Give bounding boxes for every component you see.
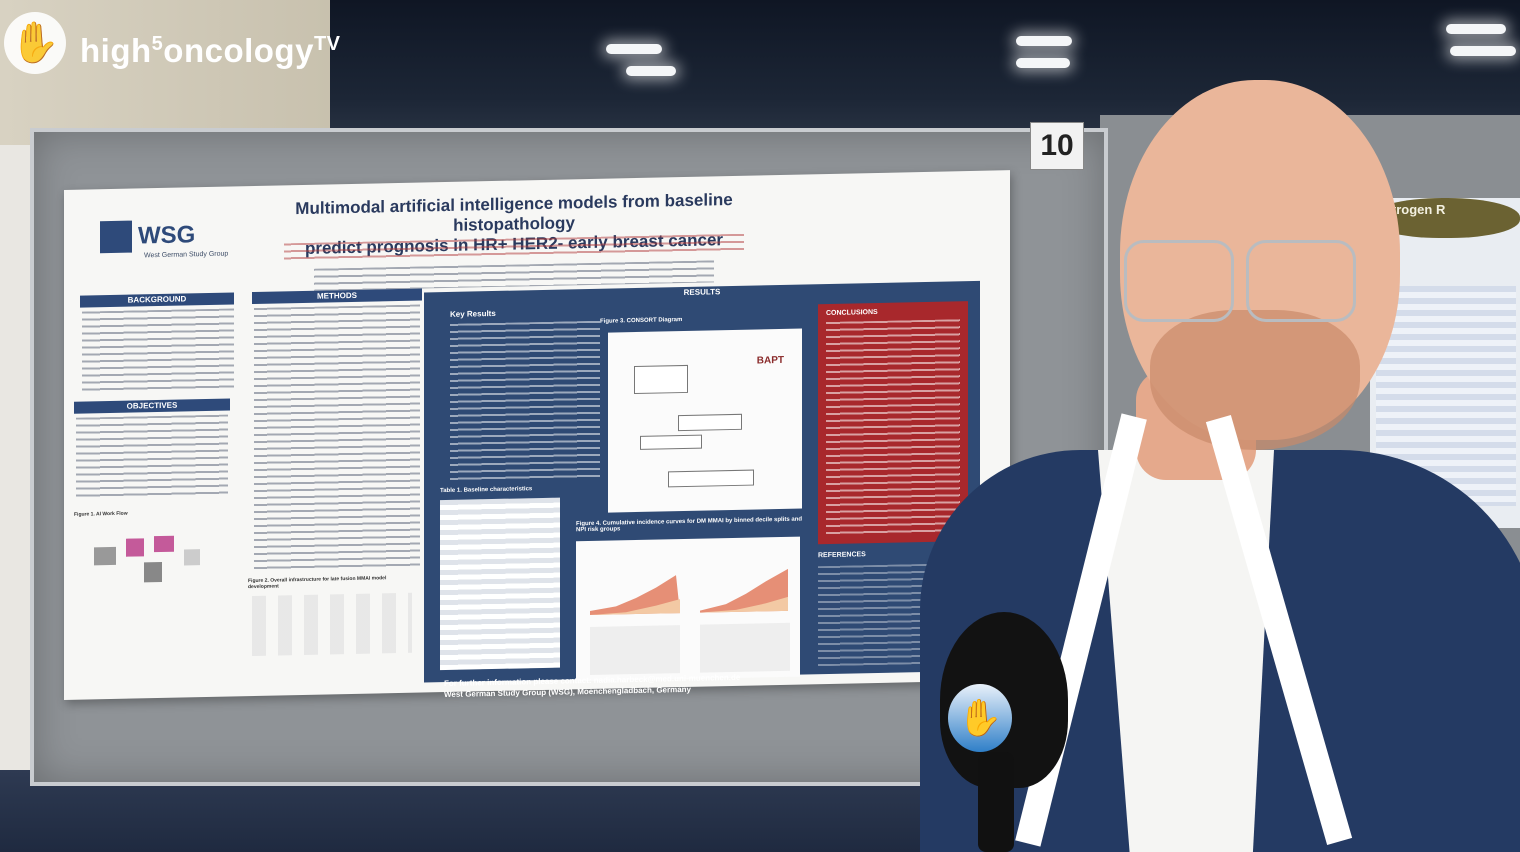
- adjacent-poster: Estrogen R: [1370, 198, 1520, 528]
- ceiling-light: [1446, 24, 1506, 34]
- consort-box: [668, 469, 754, 488]
- figure3-caption: Figure 3. CONSORT Diagram: [600, 317, 683, 325]
- ceiling-light: [626, 66, 676, 76]
- consort-logo: BAPT: [756, 354, 784, 367]
- ceiling-light: [1016, 36, 1072, 46]
- brand-main: oncology: [163, 32, 314, 69]
- figure4-caption: Figure 4. Cumulative incidence curves fo…: [576, 516, 803, 534]
- brand-tv: TV: [313, 33, 341, 55]
- ceiling-light: [1016, 58, 1070, 68]
- ceiling-light: [1450, 46, 1516, 56]
- ceiling-light: [606, 44, 662, 54]
- brand-superscript: 5: [151, 33, 164, 55]
- methods-text: [254, 304, 420, 571]
- incidence-curves-plot: [590, 568, 790, 675]
- glasses-icon: [1246, 240, 1356, 322]
- brand-wordmark: high5oncologyTV: [80, 32, 341, 70]
- consort-box: [678, 413, 742, 432]
- incidence-curves-figure: Figure 4. Cumulative incidence curves fo…: [576, 517, 802, 682]
- hand-logo-icon: ✋: [4, 12, 66, 74]
- board-number: 10: [1030, 122, 1084, 170]
- poster-affiliations: [314, 260, 714, 291]
- figure2-diagram: [252, 592, 412, 657]
- consort-box: [634, 364, 688, 395]
- glasses-icon: [1124, 240, 1234, 322]
- results-panel: RESULTS Key Results Figure 3. CONSORT Di…: [424, 280, 980, 699]
- section-objectives: OBJECTIVES: [74, 398, 230, 414]
- objectives-text: [76, 414, 228, 498]
- presenter-beard: [1150, 310, 1360, 450]
- research-poster: WSG West German Study Group Multimodal a…: [64, 170, 1010, 700]
- key-results-text: [450, 320, 600, 484]
- wsg-logo-icon: [100, 220, 132, 254]
- logo-text: WSG: [138, 221, 196, 250]
- consort-box: [640, 434, 702, 450]
- figure2-caption: Figure 2. Overall infrastructure for lat…: [248, 575, 387, 591]
- key-results-heading: Key Results: [450, 308, 496, 319]
- consort-diagram: Figure 3. CONSORT Diagram BAPT: [600, 317, 802, 513]
- background-text: [82, 308, 234, 392]
- poster-logo: WSG West German Study Group: [100, 219, 228, 261]
- figure1-diagram: [74, 527, 224, 586]
- hand-logo-icon: ✋: [948, 684, 1012, 752]
- table1-caption: Table 1. Baseline characteristics: [440, 486, 533, 495]
- section-methods: METHODS: [252, 288, 422, 305]
- figure1-caption: Figure 1. AI Work Flow: [74, 510, 128, 518]
- brand-prefix: high: [80, 32, 152, 69]
- section-background: BACKGROUND: [80, 292, 234, 308]
- microphone-handle: [978, 752, 1014, 852]
- logo-subtitle: West German Study Group: [144, 250, 229, 260]
- baseline-table: Table 1. Baseline characteristics: [440, 486, 560, 671]
